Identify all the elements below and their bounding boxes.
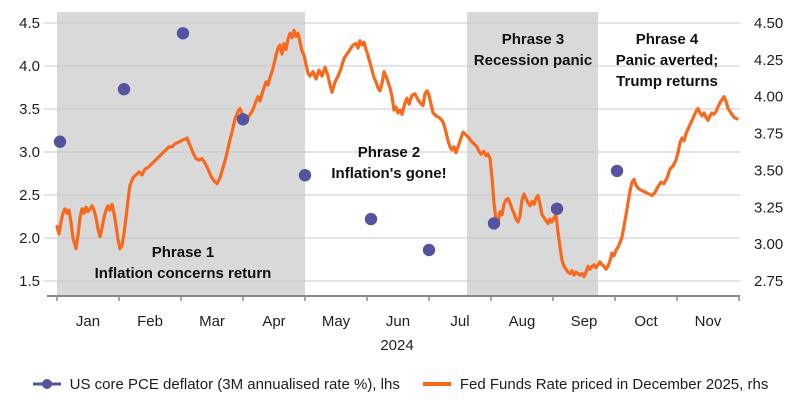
month-label: Aug xyxy=(509,313,536,330)
phase-caption-1: Phrase 1 xyxy=(152,244,215,261)
phase-caption-2: Phrase 2 xyxy=(358,144,421,161)
chart-legend: US core PCE deflator (3M annualised rate… xyxy=(0,368,800,400)
left-axis-label: 3.0 xyxy=(19,144,40,161)
pce-dot-Jul xyxy=(422,243,436,257)
phase-caption-4: Panic averted; xyxy=(616,52,719,69)
ffr-line-icon xyxy=(422,382,451,386)
left-axis-label: 1.5 xyxy=(19,273,40,290)
chart-plot-area: 4.5 4.0 3.5 3.0 2.5 2.0 1.5 4.50 4.25 4.00 3.75 3.5… xyxy=(19,12,783,354)
legend-label-ffr: Fed Funds Rate priced in December 2025, … xyxy=(459,375,769,393)
right-axis-label: 3.75 xyxy=(754,126,783,143)
month-label: Jun xyxy=(386,313,410,330)
phase-caption-2: Inflation's gone! xyxy=(331,165,446,182)
pce-dot-Jan xyxy=(53,135,67,148)
pce-dot-Aug xyxy=(487,217,501,230)
month-label: Apr xyxy=(262,313,285,330)
right-axis-label: 4.50 xyxy=(754,15,783,32)
fed-funds-rate-line xyxy=(55,28,739,279)
pce-dot-Mar xyxy=(176,27,190,40)
pce-dot-Sep xyxy=(550,202,564,215)
phase-caption-1: Inflation concerns return xyxy=(95,265,272,282)
year-label: 2024 xyxy=(380,337,413,354)
phase-caption-4: Phrase 4 xyxy=(636,31,699,48)
left-axis-label: 2.0 xyxy=(19,230,40,247)
phase-band-1 xyxy=(57,12,305,296)
right-axis-label: 3.00 xyxy=(754,236,783,253)
left-axis-label: 3.5 xyxy=(19,101,40,118)
pce-dot-Jun xyxy=(364,212,378,226)
month-label: Nov xyxy=(695,313,722,330)
legend-label-pce: US core PCE deflator (3M annualised rate… xyxy=(69,375,400,393)
month-label: Feb xyxy=(137,313,163,330)
legend-item-ffr: Fed Funds Rate priced in December 2025, … xyxy=(422,375,769,393)
pce-dot-Feb xyxy=(117,83,131,96)
right-axis-label: 4.00 xyxy=(754,89,783,106)
pce-dot-Apr xyxy=(236,113,250,126)
month-label: Oct xyxy=(634,313,658,330)
month-label: Mar xyxy=(199,313,225,330)
month-label: Jan xyxy=(76,313,100,330)
left-axis-label: 4.0 xyxy=(19,58,40,75)
month-label: Jul xyxy=(450,313,469,330)
left-axis-label: 2.5 xyxy=(19,187,40,204)
month-label: May xyxy=(322,313,351,330)
phase-caption-4: Trump returns xyxy=(616,73,718,90)
right-axis-label: 3.50 xyxy=(754,162,783,179)
right-axis-label: 3.25 xyxy=(754,199,783,216)
right-axis-label: 4.25 xyxy=(754,52,783,69)
pce-dot-May xyxy=(298,169,312,182)
left-axis-label: 4.5 xyxy=(19,15,40,32)
right-axis-label: 2.75 xyxy=(754,273,783,290)
pce-line-dot-icon xyxy=(32,379,61,389)
phase-caption-3: Phrase 3 xyxy=(502,31,565,48)
month-label: Sep xyxy=(571,313,598,330)
phase-caption-3: Recession panic xyxy=(474,52,592,69)
pce-dot-Oct xyxy=(610,164,624,178)
legend-item-pce: US core PCE deflator (3M annualised rate… xyxy=(32,376,400,393)
